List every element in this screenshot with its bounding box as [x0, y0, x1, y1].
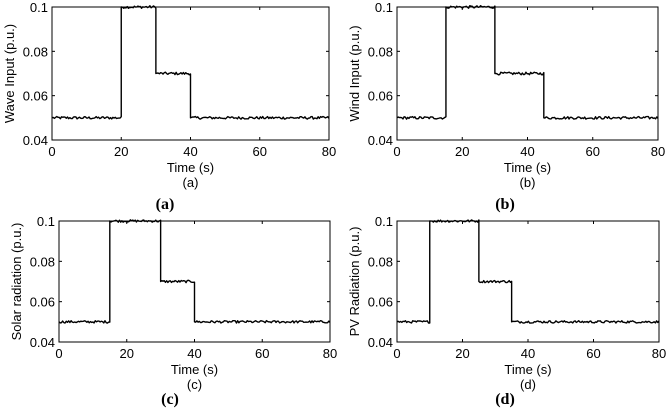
- x-axis-label: Time (s): [504, 362, 551, 377]
- x-tick-label: 80: [323, 346, 337, 361]
- panel-sub-caption: (b): [520, 175, 536, 190]
- series-line: [396, 4, 659, 120]
- x-tick-label: 40: [520, 144, 534, 159]
- panel-caption: (c): [161, 391, 179, 408]
- x-tick-label: 20: [114, 144, 128, 159]
- x-tick-label: 80: [322, 144, 336, 159]
- x-axis-label: Time (s): [171, 362, 218, 377]
- x-tick-label: 60: [586, 144, 600, 159]
- x-tick-label: 20: [455, 144, 469, 159]
- series-line: [58, 219, 331, 324]
- x-tick-label: 80: [651, 144, 665, 159]
- y-tick-label: 0.08: [368, 254, 393, 269]
- x-tick-label: 0: [48, 144, 55, 159]
- x-tick-label: 80: [652, 346, 666, 361]
- y-tick-label: 0.1: [375, 0, 393, 15]
- x-tick-label: 0: [393, 346, 400, 361]
- chart-panel-a: 0 20 40 60 80 0.04 0.06 0.08 0.1 Time (s) Wave Inp…: [2, 0, 336, 213]
- y-tick-label: 0.04: [368, 133, 393, 148]
- y-tick-label: 0.04: [368, 335, 393, 350]
- y-axis-label: Wind Input (p.u.): [347, 25, 362, 121]
- chart-panel-c: 0 20 40 60 80 0.04 0.06 0.08 0.1 Time (s) Solar ra…: [9, 214, 337, 408]
- chart-panel-d: 0 20 40 60 80 0.04 0.06 0.08 0.1 Time (s) PV Radia…: [347, 214, 666, 408]
- x-tick-label: 60: [255, 346, 269, 361]
- y-axis-label: Wave Input (p.u.): [2, 24, 17, 123]
- x-tick-label: 40: [183, 144, 197, 159]
- y-tick-label: 0.1: [375, 214, 393, 229]
- y-tick-label: 0.08: [30, 254, 55, 269]
- x-tick-label: 60: [253, 144, 267, 159]
- y-tick-label: 0.08: [23, 44, 48, 59]
- y-tick-label: 0.06: [23, 89, 48, 104]
- panel-caption: (d): [495, 391, 515, 408]
- y-tick-label: 0.06: [30, 295, 55, 310]
- x-axis-label: Time (s): [504, 160, 551, 175]
- y-tick-label: 0.04: [30, 335, 55, 350]
- y-tick-label: 0.04: [23, 133, 48, 148]
- x-tick-label: 60: [586, 346, 600, 361]
- x-tick-label: 0: [393, 144, 400, 159]
- panel-sub-caption: (c): [187, 377, 202, 392]
- plot-area: [58, 220, 331, 343]
- panel-caption: (b): [495, 196, 515, 213]
- y-axis-label: PV Radiation (p.u.): [347, 227, 362, 337]
- x-tick-label: 0: [55, 346, 62, 361]
- y-tick-label: 0.1: [37, 214, 55, 229]
- x-tick-label: 40: [187, 346, 201, 361]
- y-axis-label: Solar radiation (p.u.): [9, 223, 24, 341]
- x-axis-label: Time (s): [167, 160, 214, 175]
- series-line: [51, 5, 330, 120]
- chart-panel-b: 0 20 40 60 80 0.04 0.06 0.08 0.1 Time (s) Wind Inp…: [347, 0, 665, 213]
- y-tick-label: 0.08: [368, 44, 393, 59]
- plot-area: [396, 220, 660, 343]
- y-tick-label: 0.06: [368, 295, 393, 310]
- panel-sub-caption: (d): [520, 377, 536, 392]
- series-line: [396, 219, 660, 324]
- x-tick-label: 40: [521, 346, 535, 361]
- y-tick-label: 0.06: [368, 89, 393, 104]
- x-tick-label: 20: [120, 346, 134, 361]
- y-tick-label: 0.1: [30, 0, 48, 15]
- x-tick-label: 20: [455, 346, 469, 361]
- panel-sub-caption: (a): [183, 175, 199, 190]
- panel-caption: (a): [156, 196, 175, 213]
